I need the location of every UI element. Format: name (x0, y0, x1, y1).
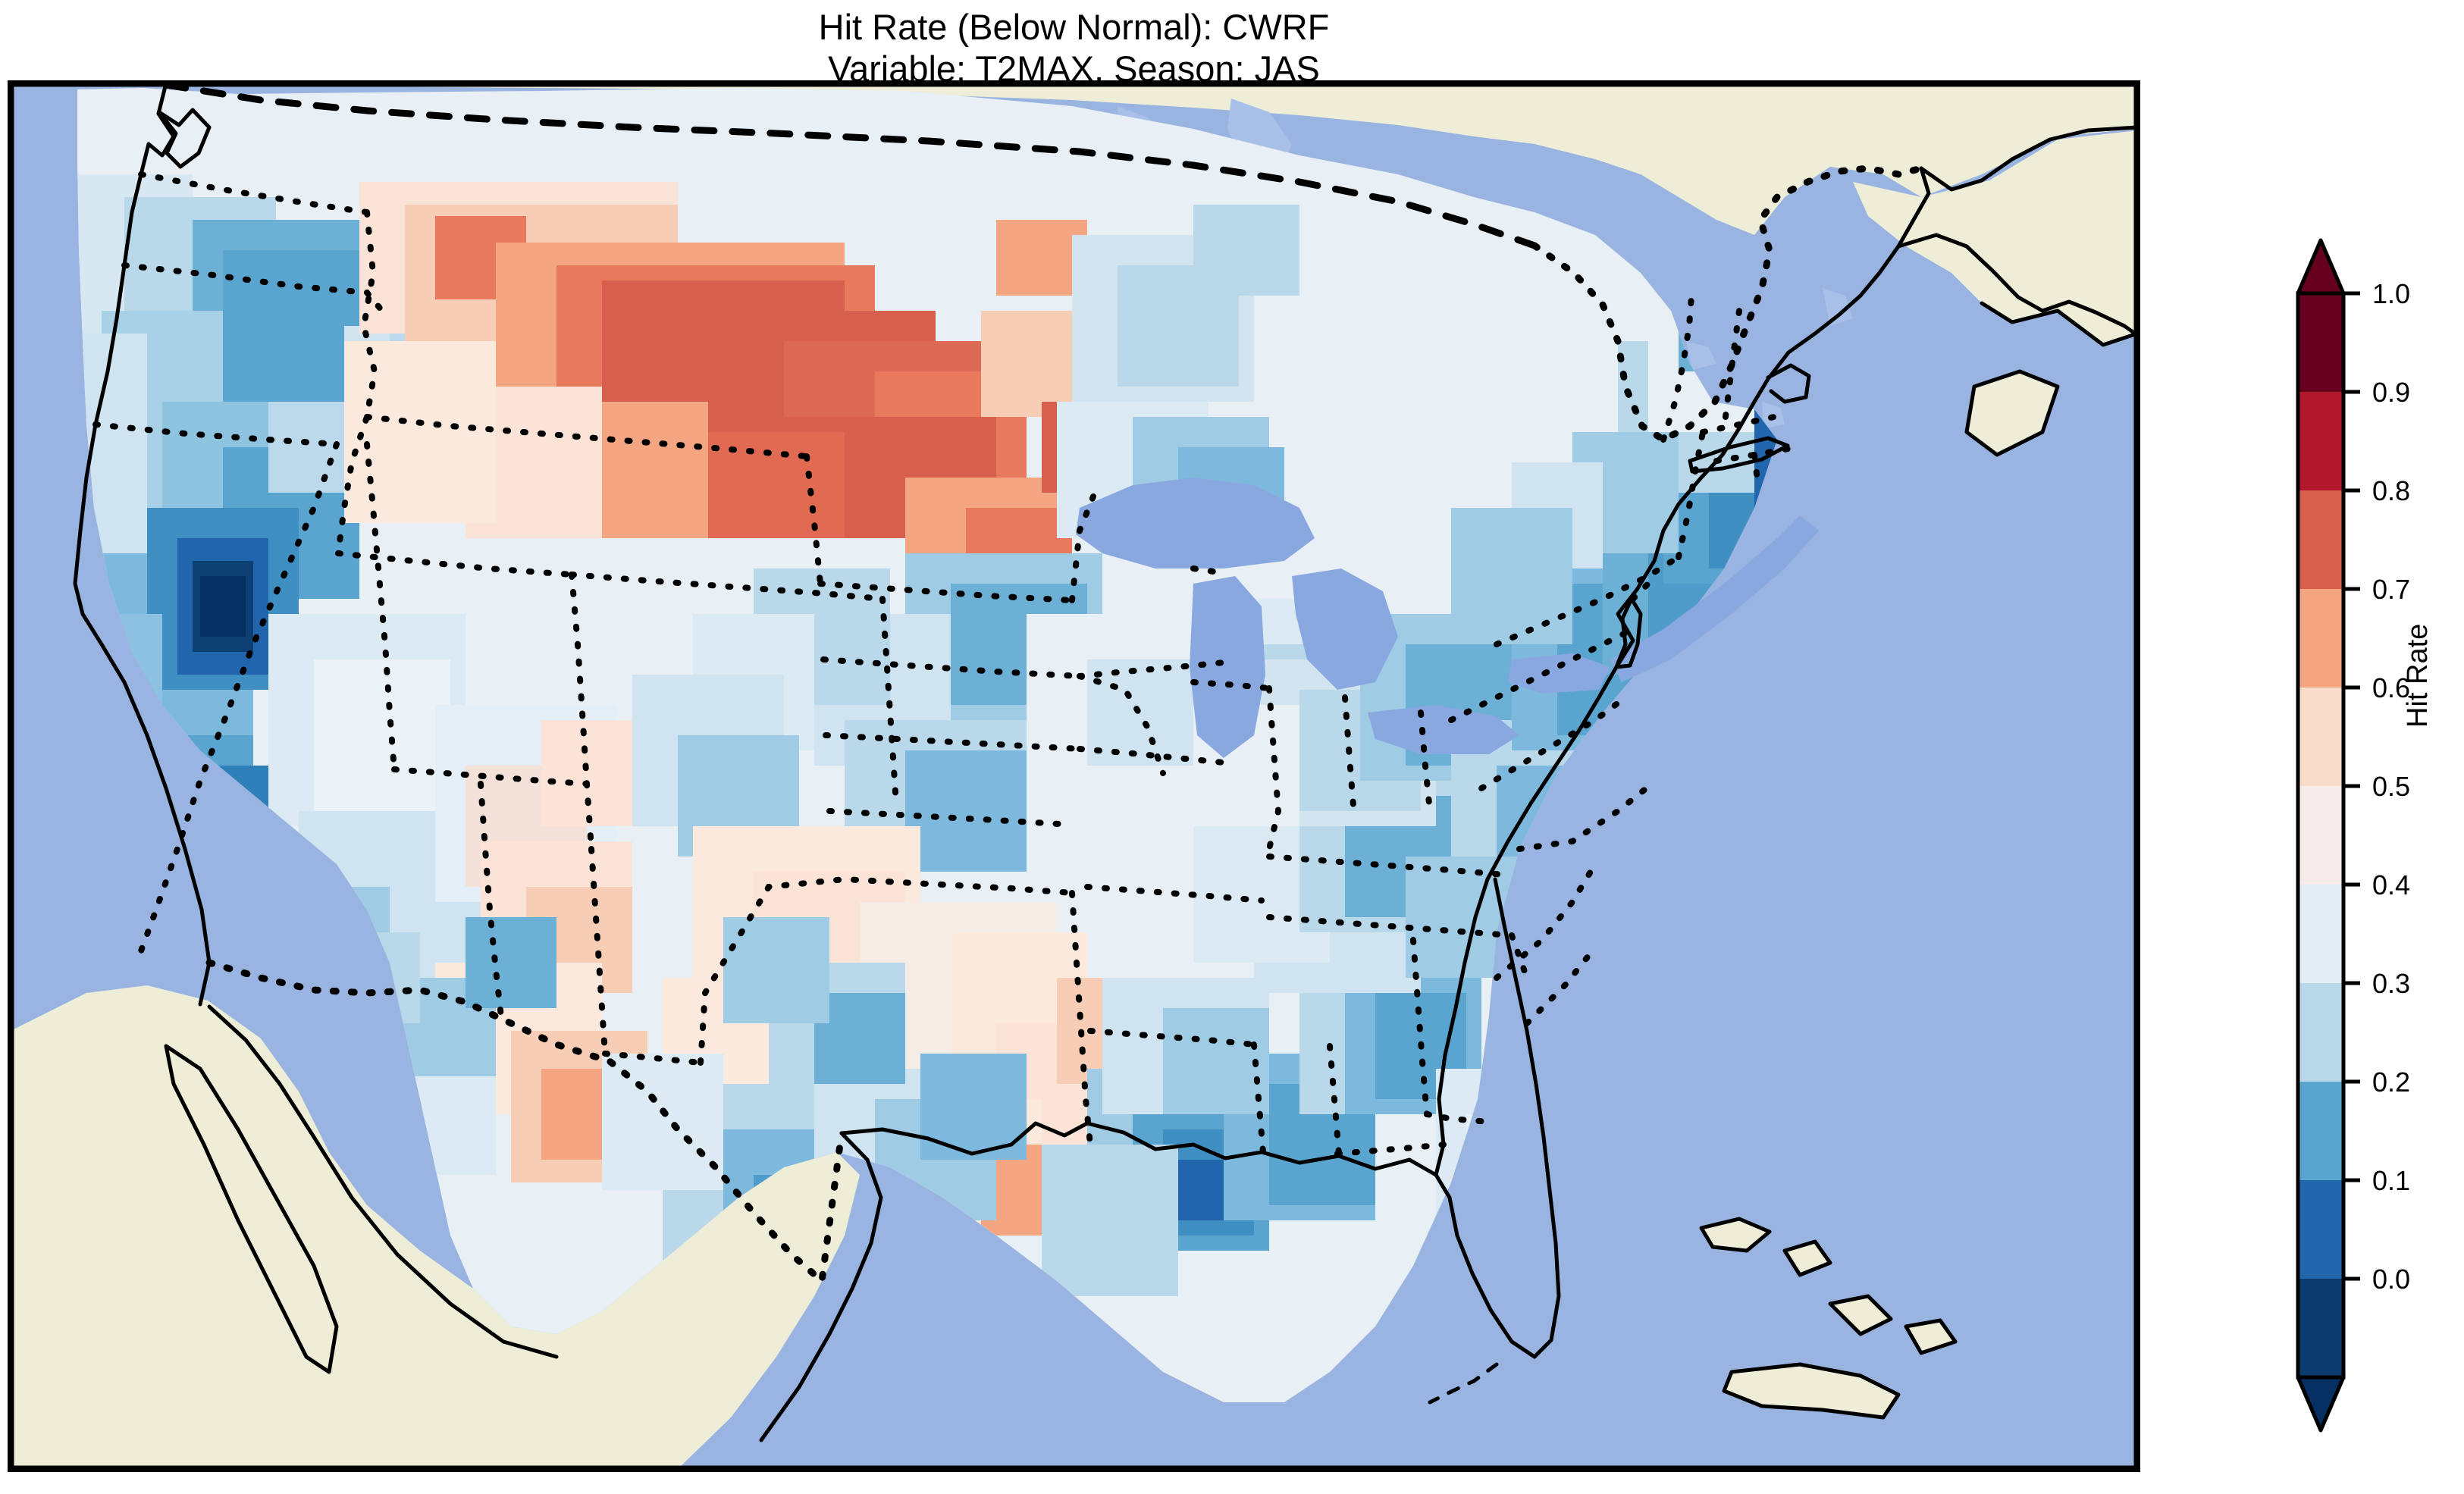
colorbar-tick-labels: 1.0 0.9 0.8 0.7 0.6 0.5 0.4 0.3 0.2 0.1 0.0 (2372, 278, 2410, 1295)
map-frame (11, 83, 2137, 1469)
colorbar-tick-label: 0.7 (2372, 574, 2410, 605)
colorbar-bands (2298, 293, 2343, 1377)
colorbar-tick-label: 0.4 (2372, 869, 2410, 900)
colorbar-tick-label: 0.8 (2372, 475, 2410, 506)
colorbar-tick-label: 0.6 (2372, 672, 2410, 703)
mexico-us-border (205, 959, 845, 1288)
colorbar-tick-label: 0.9 (2372, 377, 2410, 408)
colorbar-tick-label: 0.2 (2372, 1066, 2410, 1098)
colorbar-tick-label: 0.5 (2372, 771, 2410, 802)
title-line-primary: Hit Rate (Below Normal): CWRF (818, 7, 1330, 47)
colorbar-extend-top (2296, 238, 2346, 296)
state-borders (92, 171, 1792, 1157)
coastlines (73, 83, 2137, 1442)
national-border-east (1531, 164, 1925, 444)
colorbar-extend-bottom (2296, 1375, 2346, 1433)
figure-title: Hit Rate (Below Normal): CWRF Variable: … (0, 6, 2148, 90)
colorbar-axis-label: Hit Rate (2402, 623, 2434, 728)
colorbar-outline (2296, 291, 2346, 1380)
colorbar: 1.0 0.9 0.8 0.7 0.6 0.5 0.4 0.3 0.2 0.1 0.0 (2296, 238, 2410, 1433)
colorbar-tick-label: 0.1 (2372, 1165, 2410, 1196)
colorbar-tick-label: 1.0 (2372, 278, 2410, 309)
colorbar-tick-label: 0.3 (2372, 968, 2410, 999)
map-plot-area (8, 80, 2140, 1472)
great-lakes (1076, 478, 1819, 758)
colorbar-tick-label: 0.0 (2372, 1264, 2410, 1295)
colorbar-svg: 1.0 0.9 0.8 0.7 0.6 0.5 0.4 0.3 0.2 0.1 0.0 (2296, 238, 2410, 1433)
colorbar-ticks (2343, 291, 2360, 1281)
map-svg (11, 83, 2137, 1469)
national-borders (162, 83, 1538, 249)
